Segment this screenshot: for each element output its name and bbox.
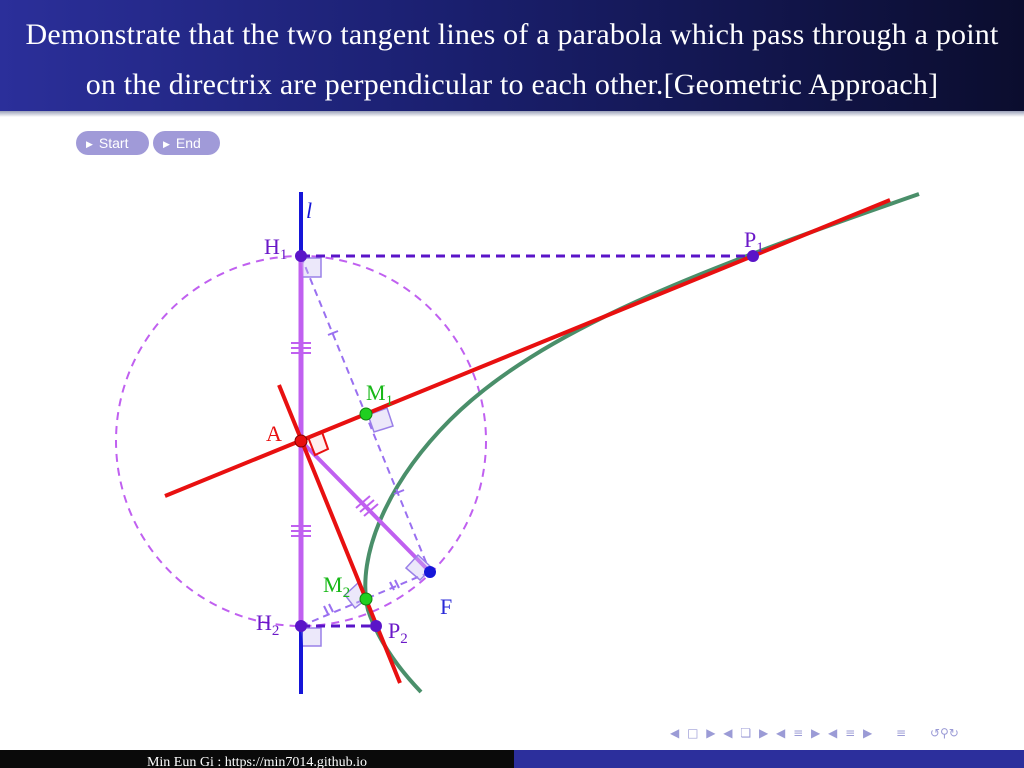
nav-right-icon[interactable]: ▶: [758, 726, 769, 740]
nav-left-icon[interactable]: ◀: [723, 726, 733, 740]
subsection-icon[interactable]: ❏: [740, 726, 752, 740]
point-a: [294, 434, 308, 448]
point-h2: [295, 620, 307, 632]
point-h1: [295, 250, 307, 262]
label-m1: M1: [366, 380, 393, 409]
search-icon[interactable]: ↺⚲↻: [929, 726, 959, 740]
end-button[interactable]: ▶ End: [153, 131, 220, 155]
nav-left-icon[interactable]: ◀: [776, 726, 786, 740]
play-icon: ▶: [163, 139, 170, 149]
point-m1: [359, 407, 373, 421]
section-icon[interactable]: ≡: [793, 726, 804, 740]
point-m2: [359, 592, 373, 606]
frame-icon[interactable]: □: [687, 726, 699, 740]
page-title: Demonstrate that the two tangent lines o…: [25, 18, 999, 101]
play-icon: ▶: [86, 139, 93, 149]
point-f: [424, 566, 436, 578]
align-icon[interactable]: ≡: [896, 726, 907, 740]
label-m2: M2: [323, 572, 350, 601]
label-directrix: l: [306, 198, 312, 223]
title-bar: Demonstrate that the two tangent lines o…: [0, 0, 1024, 111]
label-p1: P1: [744, 227, 764, 256]
point-p1: [747, 250, 759, 262]
label-h2: H2: [256, 610, 279, 639]
end-button-label: End: [175, 135, 201, 151]
start-button-label: Start: [98, 135, 129, 151]
dash-tick-marks: [323, 330, 405, 615]
nav-right-icon[interactable]: ▶: [810, 726, 821, 740]
nav-left-icon[interactable]: ◀: [828, 726, 838, 740]
nav-right-icon[interactable]: ▶: [862, 726, 873, 740]
footer-left: [0, 750, 514, 768]
start-button[interactable]: ▶ Start: [76, 131, 149, 155]
section-icon[interactable]: ≡: [845, 726, 856, 740]
label-h1: H1: [264, 234, 287, 263]
footer-right: [514, 750, 1024, 768]
tick-marks: [291, 342, 379, 537]
title-shadow: [0, 111, 1024, 117]
label-a: A: [266, 421, 282, 446]
point-p2: [370, 620, 382, 632]
beamer-navigation: ◀ □ ▶ ◀ ❏ ▶ ◀ ≡ ▶ ◀ ≡ ▶ ≡ ↺⚲↻: [670, 726, 1024, 744]
tangent-line-1: [164, 198, 891, 498]
label-p2: P2: [388, 618, 408, 647]
nav-right-icon[interactable]: ▶: [706, 726, 716, 740]
label-f: F: [440, 594, 452, 619]
footer-author: Min Eun Gi : https://min7014.github.io: [146, 755, 368, 768]
tangent-line-2: [277, 384, 402, 684]
nav-left-icon[interactable]: ◀: [670, 726, 680, 740]
